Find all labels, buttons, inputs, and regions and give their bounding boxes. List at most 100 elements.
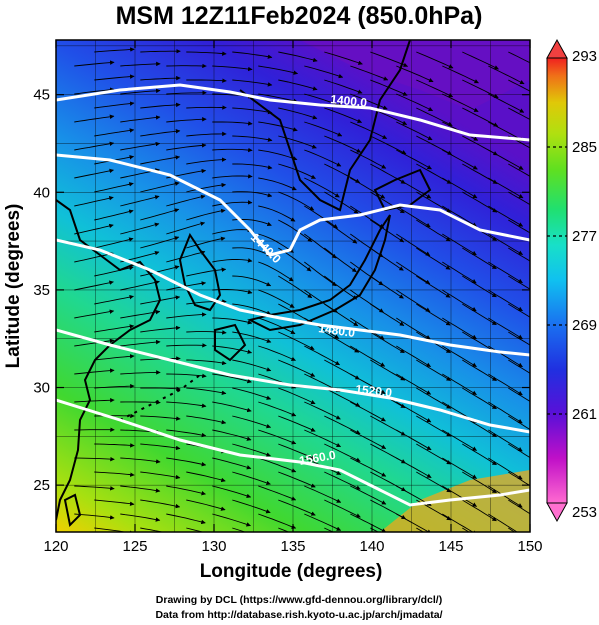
streamline-arrow <box>186 78 227 83</box>
streamline-arrow <box>350 149 387 169</box>
streamline-arrow <box>488 401 523 424</box>
streamline-arrow <box>370 303 405 326</box>
contour-label-1480: 1480.0 <box>318 321 357 340</box>
streamline-arrow <box>232 499 271 514</box>
streamline-arrow <box>166 250 206 263</box>
streamline-arrow <box>370 527 380 532</box>
streamline-arrow <box>212 65 253 72</box>
streamline-arrow <box>166 457 207 467</box>
y-tick-label: 40 <box>33 184 50 201</box>
streamline-arrow <box>186 499 226 511</box>
streamline-arrow <box>74 168 114 179</box>
colorbar-ticks: 253 261 269 277 285 293 <box>547 48 597 521</box>
streamline-arrow <box>186 471 226 483</box>
china-coast <box>56 199 162 521</box>
streamline-arrow <box>94 209 134 221</box>
streamline-arrow <box>278 107 318 120</box>
streamline-arrow <box>186 330 227 335</box>
colorbar: 253 261 269 277 285 293 <box>546 38 597 523</box>
streamline-arrow <box>442 317 477 340</box>
streamline-arrow <box>442 177 478 199</box>
streamline-arrow <box>186 267 227 277</box>
colorbar-tick-label: 253 <box>572 504 597 521</box>
streamline-arrow <box>232 107 273 115</box>
contour-1480 <box>56 238 530 357</box>
streamline-arrow <box>278 443 316 460</box>
streamline-arrow <box>212 373 252 384</box>
streamline-arrow <box>278 51 318 63</box>
streamline-arrow <box>488 317 523 340</box>
streamline-arrow <box>396 93 434 112</box>
streamline-arrow <box>166 90 207 96</box>
sakhalin-russia-coast <box>239 40 411 212</box>
streamline-arrow <box>186 415 227 425</box>
streamline-arrow <box>324 443 361 462</box>
map-plot-area: 1400.0 1440.0 1480.0 1520.0 1560.0 <box>56 40 530 532</box>
streamline-arrow <box>396 205 431 228</box>
streamline-arrow <box>140 236 180 249</box>
y-axis-label: Latitude (degrees) <box>3 204 24 369</box>
streamline-arrow <box>120 61 161 67</box>
streamline-arrow <box>488 205 524 227</box>
x-tick-label: 135 <box>280 538 305 555</box>
streamline-arrow <box>212 227 253 235</box>
streamline-arrow <box>140 471 181 480</box>
streamline-arrow <box>304 261 337 287</box>
streamline-arrow <box>508 443 530 459</box>
streamline-arrow <box>94 101 135 109</box>
streamline-arrow <box>166 429 207 438</box>
streamline-arrow <box>140 129 181 137</box>
streamline-arrow <box>94 354 135 361</box>
streamline-arrow <box>232 471 271 486</box>
streamline-arrow <box>278 471 316 488</box>
streamline-arrow <box>396 457 432 478</box>
streamline-arrow <box>304 233 337 259</box>
streamline-arrow <box>212 401 252 413</box>
colorbar-tick-label: 261 <box>572 406 597 423</box>
korea-coast <box>178 232 222 312</box>
streamline-arrow <box>442 373 477 395</box>
streamline-arrow <box>416 51 454 69</box>
streamline-arrow <box>74 141 115 151</box>
streamline-arrow <box>396 289 431 312</box>
streamline-arrow <box>258 289 295 308</box>
streamline-arrow <box>324 331 360 353</box>
streamline-arrow <box>232 387 272 400</box>
streamline-arrow <box>94 265 134 277</box>
streamline-arrow <box>304 513 342 531</box>
streamline-arrow <box>278 359 316 377</box>
streamline-arrow <box>232 415 272 429</box>
streamline-arrow <box>120 370 161 375</box>
streamline-arrow <box>396 317 431 340</box>
streamline-arrow <box>350 485 387 505</box>
streamline-arrow <box>508 191 530 206</box>
streamline-arrow <box>166 343 207 348</box>
streamline-arrow <box>324 247 357 273</box>
x-tick-label: 120 <box>43 538 68 555</box>
streamline-arrow <box>258 317 296 335</box>
contour-label-1400: 1400.0 <box>330 92 368 110</box>
streamline-arrow <box>304 485 342 503</box>
streamline-arrow <box>94 324 135 333</box>
streamline-arrow <box>324 387 361 407</box>
streamline-arrow <box>74 280 114 291</box>
streamline-arrow <box>166 485 206 496</box>
streamline-arrow <box>94 471 135 477</box>
streamline-arrow <box>212 485 252 499</box>
streamline-arrow <box>462 191 498 213</box>
streamline-arrow <box>442 513 477 532</box>
streamline-arrow <box>94 527 135 532</box>
streamline-arrow <box>278 527 290 532</box>
streamline-arrow <box>186 208 226 221</box>
streamline-arrow <box>396 345 431 367</box>
contour-1400 <box>56 83 530 142</box>
y-tick-label: 45 <box>33 87 50 104</box>
streamline-arrow <box>120 141 161 151</box>
streamline-arrow <box>278 275 313 299</box>
streamline-arrow <box>212 174 253 179</box>
taiwan-coast <box>63 493 82 528</box>
streamline-arrow <box>140 443 181 451</box>
streamline-arrow <box>120 280 160 291</box>
streamline-arrow <box>350 121 388 140</box>
streamline-arrow <box>232 135 273 142</box>
